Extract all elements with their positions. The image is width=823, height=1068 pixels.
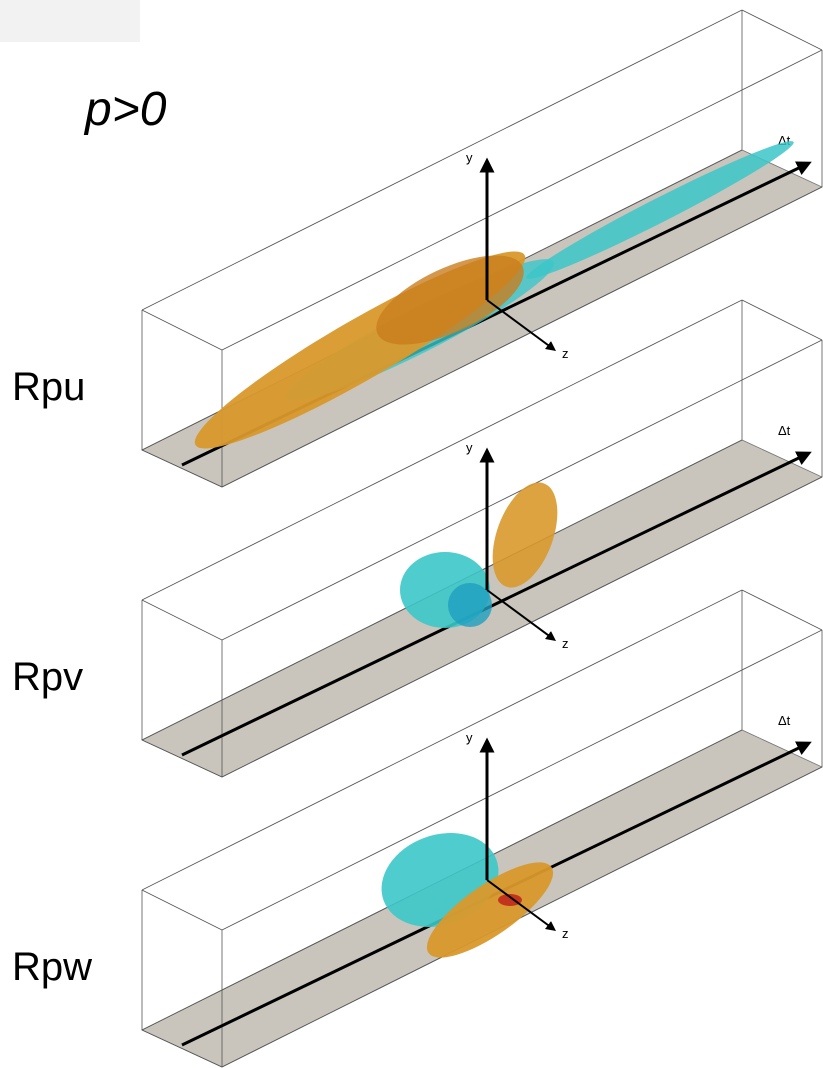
y-axis-label: y [466,150,473,165]
box-edge [221,629,823,931]
box-edge [221,766,823,1068]
box-edge [741,589,823,631]
panel-label: Rpv [12,655,83,699]
box-edge [141,589,743,891]
box-edge [141,889,223,931]
z-axis-label: z [562,926,569,941]
box-edge [141,739,223,778]
isosurface [526,141,794,279]
isosurface [492,482,558,588]
panel: Δt y z Rpv [12,299,823,778]
panel-label: Rpu [12,365,85,409]
corner-patch [0,0,140,42]
box-edge [141,1029,223,1068]
y-axis-label: y [466,730,473,745]
panel: Δt y z Rpw [12,589,823,1068]
z-axis [486,299,557,351]
panel: Δt y z Rpu [12,9,823,488]
z-axis-label: z [562,636,569,651]
box-edge [741,9,823,51]
box-edge [141,309,223,351]
isosurfaces [381,832,554,958]
figure-title: p>0 [83,83,167,136]
box-edge [141,449,223,488]
time-axis-label: Δt [778,423,791,438]
box-edge [141,299,743,601]
box-edge [221,476,823,778]
z-axis-label: z [562,346,569,361]
panel-label: Rpw [12,945,92,989]
isosurfaces [400,482,558,628]
time-axis-label: Δt [778,713,791,728]
y-axis-label: y [466,440,473,455]
isosurface [426,862,554,958]
z-axis [486,589,557,641]
box-edge [221,186,823,488]
time-axis [181,451,812,757]
box-edge [221,49,823,351]
isosurface [448,583,492,627]
box-edge [141,599,223,641]
z-axis [486,879,557,931]
box-edge [141,9,743,311]
isosurface [498,894,522,906]
box-edge [741,299,823,341]
